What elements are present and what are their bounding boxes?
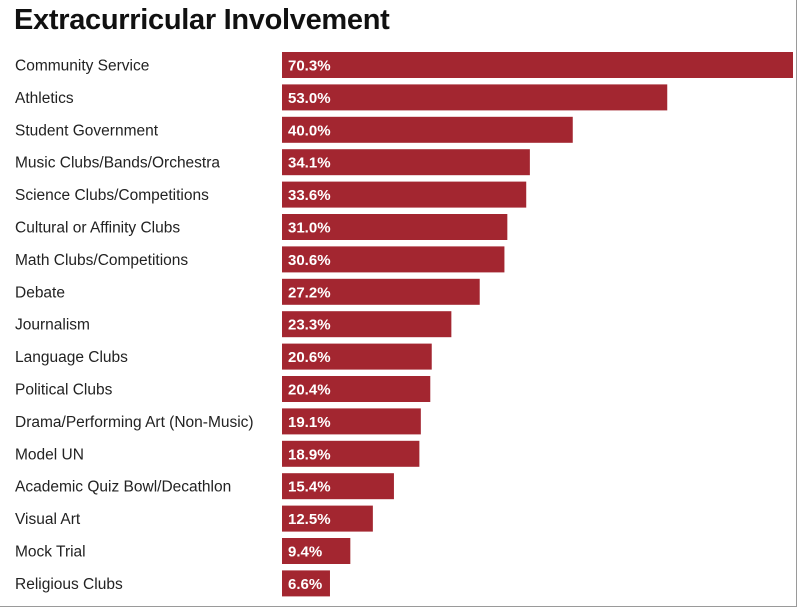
bar (282, 278, 480, 305)
bar (282, 246, 505, 273)
bar (282, 181, 527, 208)
bar (282, 84, 668, 111)
bar-value-label: 23.3% (288, 317, 331, 334)
bar-value-label: 40.0% (288, 122, 331, 139)
category-label: Mock Trial (15, 544, 86, 561)
bar (282, 408, 421, 435)
category-label: Cultural or Affinity Clubs (15, 220, 180, 237)
bar-value-label: 27.2% (288, 284, 331, 301)
category-label: Student Government (15, 122, 159, 139)
bar (282, 343, 432, 370)
bar-value-label: 12.5% (288, 511, 331, 528)
category-label: Music Clubs/Bands/Orchestra (15, 155, 220, 172)
bar-value-label: 30.6% (288, 252, 331, 269)
bar-value-label: 9.4% (288, 544, 322, 561)
category-label: Athletics (15, 90, 74, 107)
bar (282, 440, 420, 467)
category-label: Debate (15, 284, 65, 301)
bar-value-label: 31.0% (288, 220, 331, 237)
category-label: Math Clubs/Competitions (15, 252, 188, 269)
bar (282, 149, 530, 176)
bar (282, 473, 394, 500)
bar-value-label: 34.1% (288, 155, 331, 172)
category-label: Visual Art (15, 511, 81, 528)
bar-value-label: 6.6% (288, 576, 322, 593)
bar-value-label: 15.4% (288, 479, 331, 496)
category-label: Political Clubs (15, 382, 113, 399)
bar-value-label: 20.4% (288, 382, 331, 399)
bar (282, 116, 573, 143)
bar-value-label: 20.6% (288, 349, 331, 366)
bar-value-label: 19.1% (288, 414, 331, 431)
bar-value-label: 33.6% (288, 187, 331, 204)
category-label: Science Clubs/Competitions (15, 187, 209, 204)
bar-value-label: 18.9% (288, 446, 331, 463)
chart-title: Extracurricular Involvement (14, 4, 390, 36)
bar (282, 538, 351, 564)
bar-value-label: 53.0% (288, 90, 331, 107)
category-label: Drama/Performing Art (Non-Music) (15, 414, 254, 431)
category-label: Language Clubs (15, 349, 128, 366)
category-label: Community Service (15, 58, 149, 75)
bar (282, 52, 793, 78)
bar (282, 311, 452, 338)
bar-value-label: 70.3% (288, 58, 331, 75)
bar (282, 376, 431, 402)
bar (282, 214, 508, 240)
category-label: Model UN (15, 446, 84, 463)
bar (282, 570, 330, 597)
category-label: Journalism (15, 317, 90, 334)
category-label: Religious Clubs (15, 576, 123, 593)
bar (282, 505, 373, 532)
category-label: Academic Quiz Bowl/Decathlon (15, 479, 231, 496)
